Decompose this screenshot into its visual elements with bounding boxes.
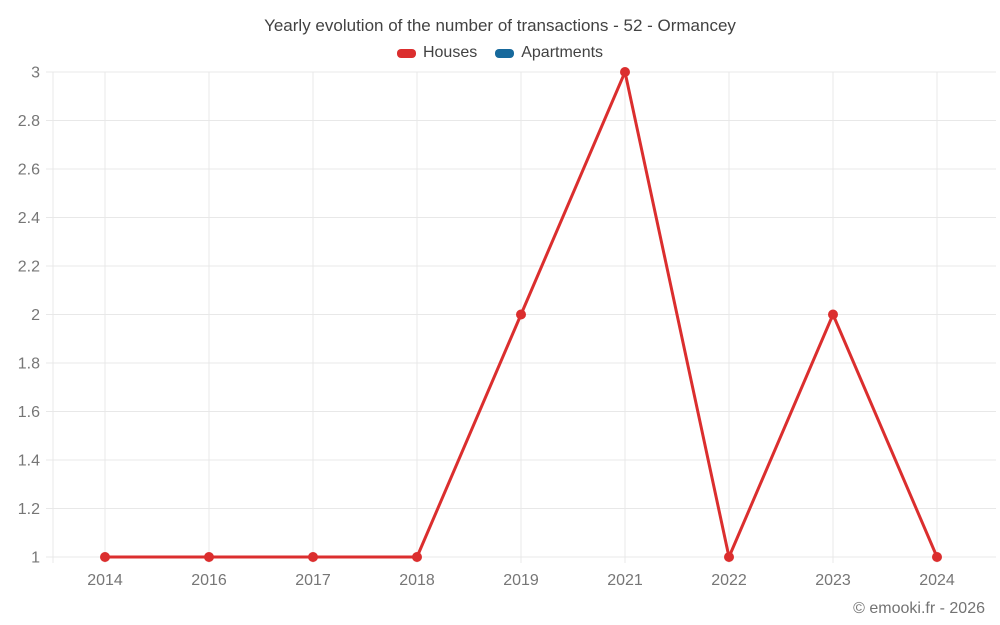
x-axis-tick-label: 2014 — [87, 572, 123, 589]
legend: Houses Apartments — [0, 44, 1000, 62]
data-point-houses[interactable] — [100, 552, 110, 562]
x-axis-tick-label: 2019 — [503, 572, 539, 589]
apartments-series-swatch-icon — [495, 48, 515, 58]
x-axis-tick-label: 2021 — [607, 572, 643, 589]
data-point-houses[interactable] — [204, 552, 214, 562]
x-axis-tick-label: 2017 — [295, 572, 331, 589]
data-point-houses[interactable] — [724, 552, 734, 562]
legend-label-apartments: Apartments — [521, 44, 604, 61]
x-axis-tick-label: 2024 — [919, 572, 955, 589]
y-axis-tick-label: 1.6 — [18, 404, 40, 421]
chart-title: Yearly evolution of the number of transa… — [264, 16, 736, 35]
credit-text: © emooki.fr - 2026 — [853, 600, 985, 617]
legend-item-houses[interactable]: Houses — [396, 44, 478, 62]
data-point-houses[interactable] — [932, 552, 942, 562]
data-point-houses[interactable] — [620, 67, 630, 77]
x-axis-tick-label: 2018 — [399, 572, 435, 589]
y-axis-tick-label: 3 — [31, 65, 40, 82]
data-point-houses[interactable] — [412, 552, 422, 562]
y-axis-tick-label: 1 — [31, 550, 40, 567]
legend-label-houses: Houses — [422, 44, 478, 61]
y-axis-tick-label: 2.4 — [18, 210, 40, 227]
y-axis-tick-label: 2.2 — [18, 259, 40, 276]
data-point-houses[interactable] — [308, 552, 318, 562]
houses-series-swatch-icon — [396, 48, 416, 58]
y-axis-tick-label: 1.8 — [18, 356, 40, 373]
x-axis-tick-label: 2023 — [815, 572, 851, 589]
y-axis-tick-label: 1.4 — [18, 453, 40, 470]
y-axis-tick-label: 2.8 — [18, 113, 40, 130]
y-axis-tick-label: 2.6 — [18, 162, 40, 179]
data-point-houses[interactable] — [828, 309, 838, 320]
y-axis-tick-label: 1.2 — [18, 501, 40, 518]
y-axis-tick-label: 2 — [31, 307, 40, 324]
legend-item-apartments[interactable]: Apartments — [495, 44, 603, 62]
x-axis-tick-label: 2022 — [711, 572, 747, 589]
x-axis-tick-label: 2016 — [191, 572, 227, 589]
data-point-houses[interactable] — [516, 309, 526, 320]
